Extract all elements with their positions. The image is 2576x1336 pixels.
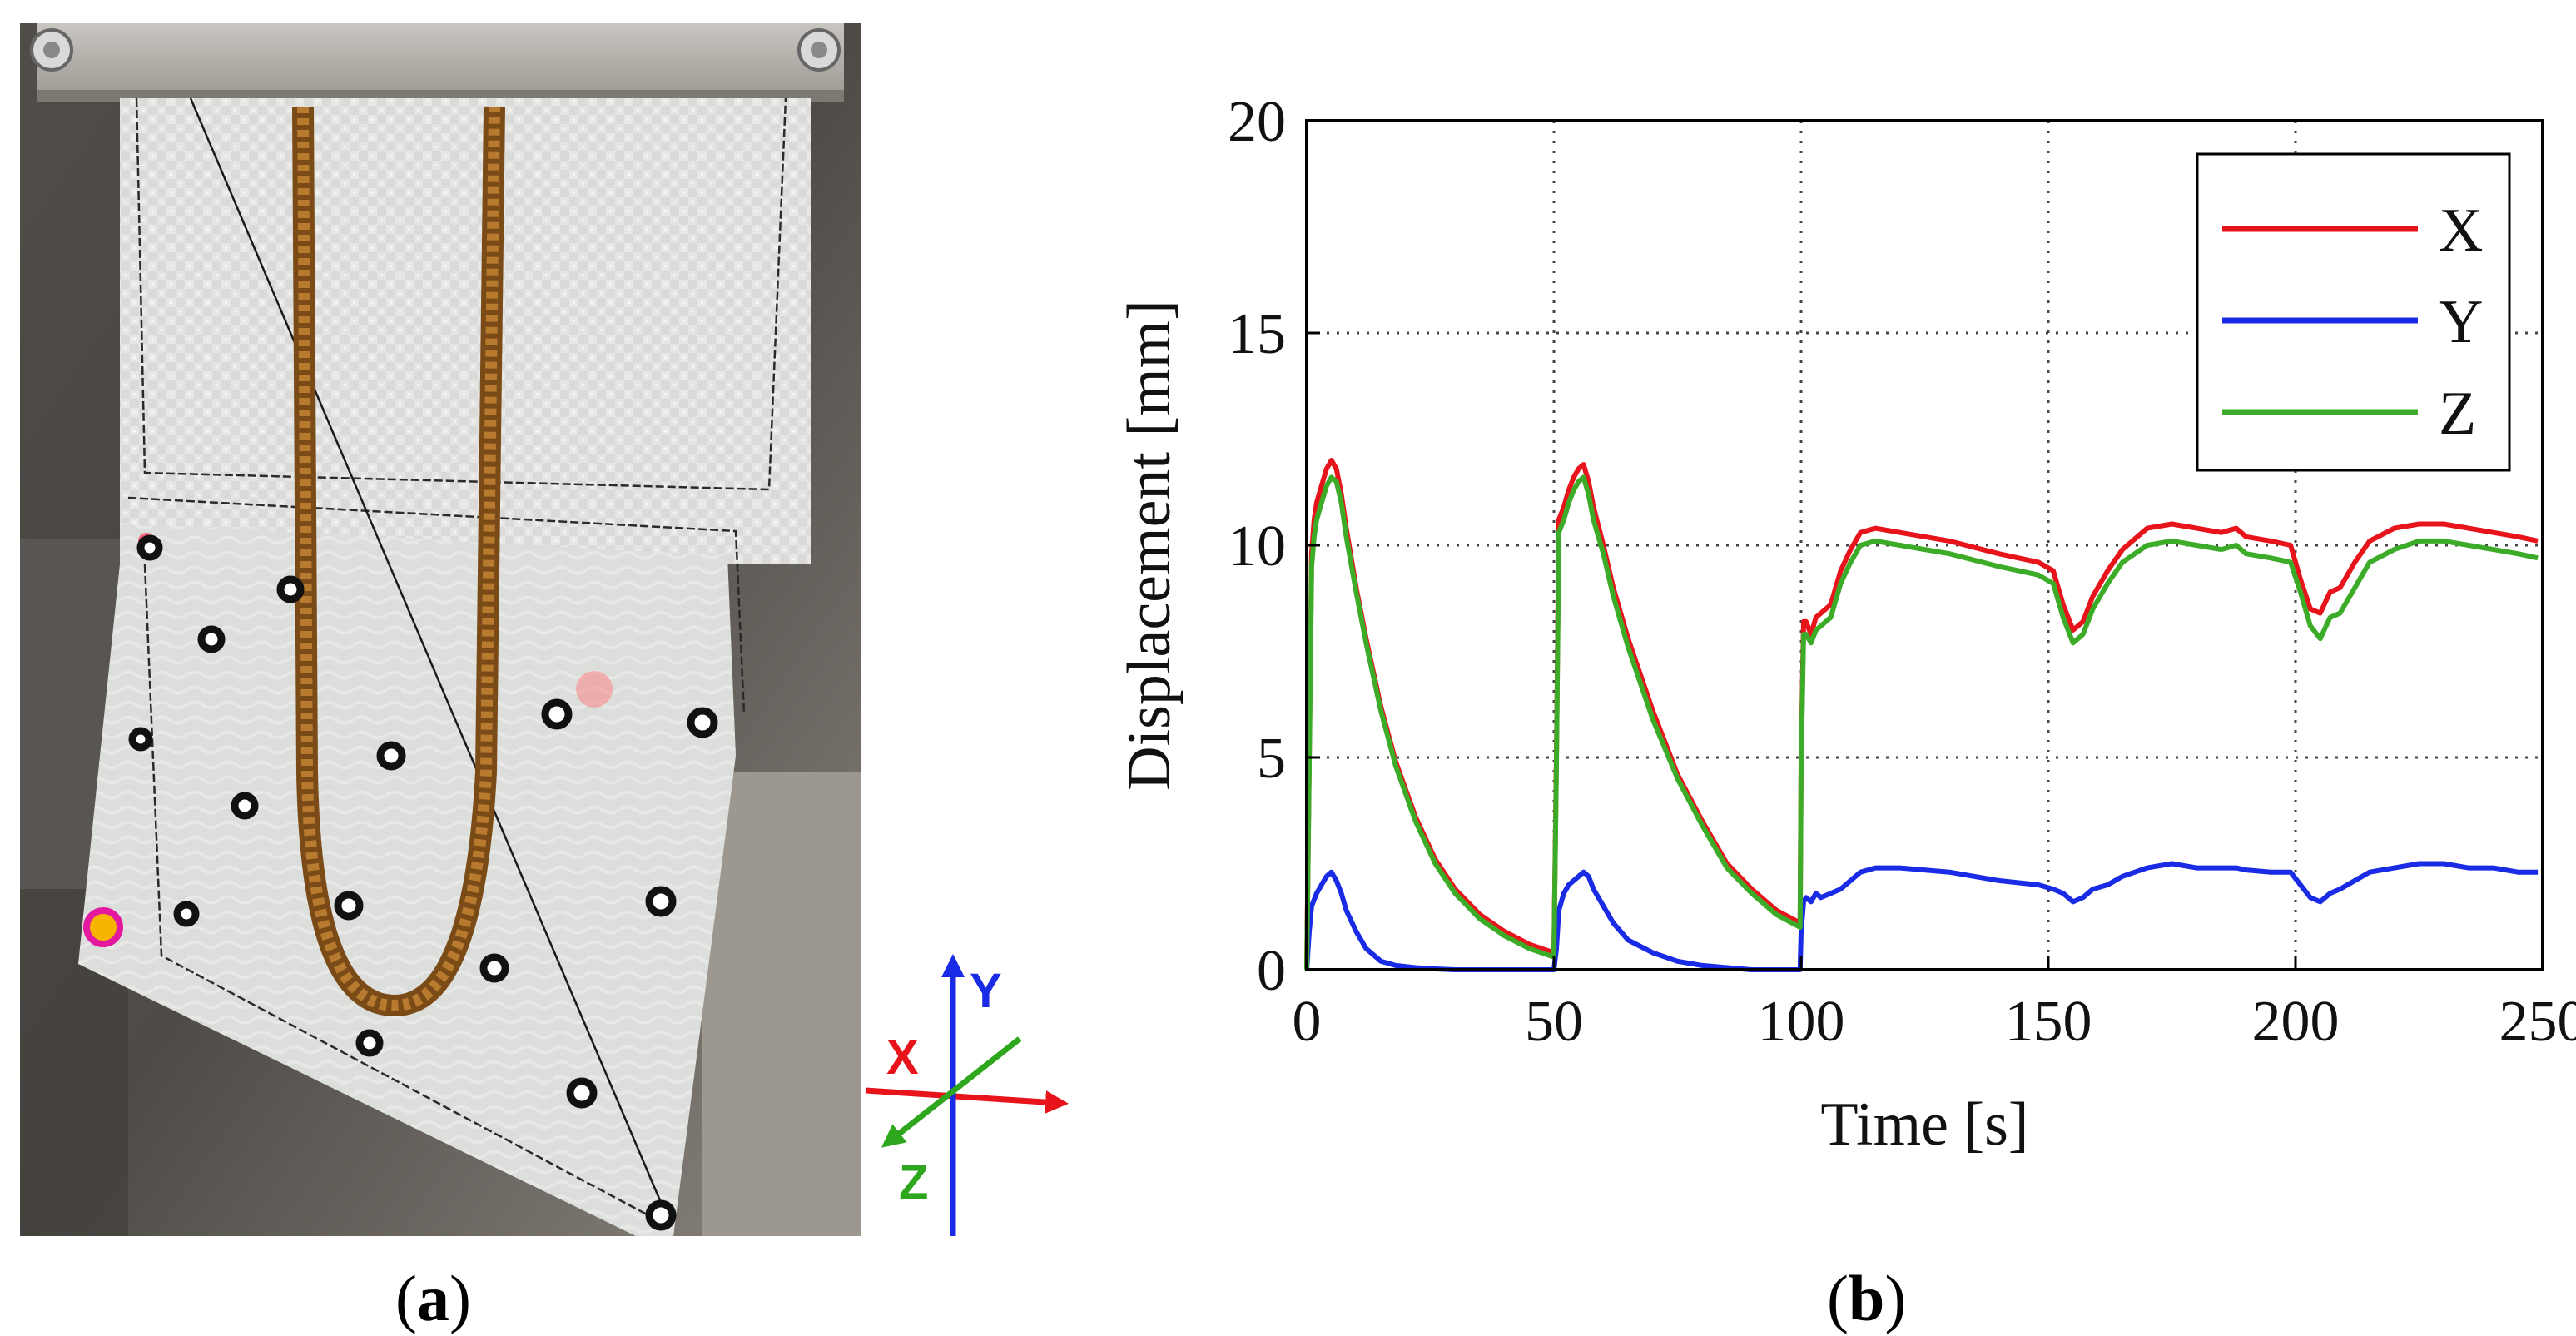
axis-x-label: X xyxy=(886,1031,919,1085)
x-tick-label: 100 xyxy=(1758,990,1845,1054)
x-tick-label: 150 xyxy=(2005,990,2092,1054)
specimen-photo xyxy=(20,23,861,1236)
displacement-chart: 0 50 100 150 200 250 0 5 10 15 20 Time [s] Displac… xyxy=(1082,58,2576,1224)
axis-z-label: Z xyxy=(899,1155,928,1209)
y-tick-label: 10 xyxy=(1228,514,1286,579)
series-line-x xyxy=(1307,460,2538,970)
legend-label-x: X xyxy=(2439,196,2483,265)
y-axis-label: Displacement [mm] xyxy=(1115,300,1184,791)
legend-label-y: Y xyxy=(2439,288,2483,356)
x-tick-label: 0 xyxy=(1293,990,1322,1054)
x-tick-label: 250 xyxy=(2499,990,2576,1054)
caption-b: (b) xyxy=(1827,1261,1906,1336)
axis-y-label: Y xyxy=(970,964,1002,1018)
x-tick-label: 200 xyxy=(2252,990,2340,1054)
x-axis-label: Time [s] xyxy=(1820,1090,2028,1159)
axis-x-arrow xyxy=(866,1090,1057,1103)
axis-triad-svg: X Y Z xyxy=(861,941,1090,1249)
axis-triad: X Y Z xyxy=(861,941,1090,1249)
legend-label-z: Z xyxy=(2439,380,2476,448)
chart-svg: 0 50 100 150 200 250 0 5 10 15 20 Time [s] Displac… xyxy=(1082,58,2576,1224)
series-line-z xyxy=(1307,477,2538,970)
caption-a: (a) xyxy=(395,1261,471,1336)
y-tick-label: 15 xyxy=(1228,302,1286,366)
series-line-y xyxy=(1307,864,2538,971)
y-tick-label: 0 xyxy=(1257,939,1286,1003)
specimen-photo-illustration xyxy=(20,23,861,1236)
series-lines xyxy=(1307,460,2538,970)
y-tick-label: 5 xyxy=(1257,727,1286,791)
x-tick-label: 50 xyxy=(1525,990,1583,1054)
legend: XYZ xyxy=(2197,154,2509,470)
y-tick-label: 20 xyxy=(1228,90,1286,154)
